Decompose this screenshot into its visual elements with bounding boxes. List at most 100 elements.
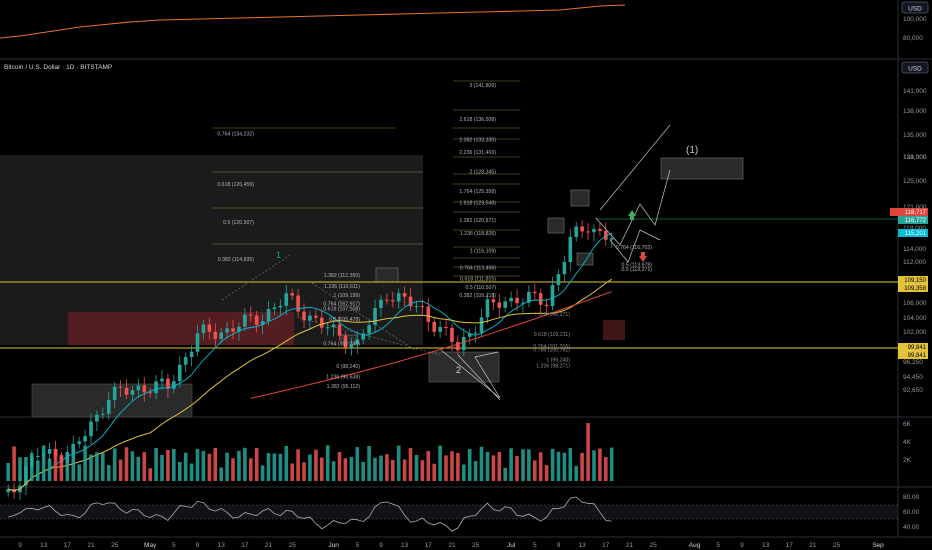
candle-body <box>521 302 525 304</box>
price-currency-box[interactable] <box>901 61 929 74</box>
target-box-wave1[interactable] <box>660 157 744 180</box>
candle-body <box>515 297 519 304</box>
fib-level-label: 0.618 (126,459) <box>217 182 254 188</box>
y-tick: 141,000 <box>903 88 927 95</box>
candle-body <box>497 302 502 308</box>
volume-bar <box>379 455 383 481</box>
volume-bar <box>331 461 336 481</box>
fib-level-label: 0.382 (114,835) <box>218 257 255 263</box>
candle-body <box>231 328 235 332</box>
volume-bar <box>296 449 300 481</box>
small-red-zone[interactable] <box>603 320 625 340</box>
fib-level-label: 0.764 (134,232) <box>217 132 254 138</box>
volume-bar <box>527 449 531 481</box>
x-tick-label: 21 <box>448 542 456 549</box>
volume-bar <box>189 463 194 481</box>
volume-bars <box>6 423 614 481</box>
volume-bar <box>308 454 312 481</box>
volume-bar <box>166 450 170 481</box>
fib-level-label: 1.236 (110,611) <box>324 284 360 290</box>
drawings-background <box>0 155 744 418</box>
candle-body <box>195 333 200 352</box>
arrow-down-icon <box>639 252 647 262</box>
volume-bar <box>355 447 360 481</box>
rsi-tick: 80.00 <box>903 494 920 501</box>
candle-body <box>166 378 170 389</box>
volume-bar <box>538 452 543 481</box>
fib-level-label: 0.764 (101,316) <box>533 344 570 350</box>
small-box-4[interactable] <box>375 267 399 283</box>
candle-body <box>337 324 342 336</box>
x-tick-label: 17 <box>425 542 433 549</box>
fib-level-label: 2.236 (131,403) <box>459 150 496 156</box>
volume-bar <box>604 457 608 481</box>
volume-bar <box>473 461 478 481</box>
candle-body <box>450 327 454 342</box>
candle-body <box>6 489 10 493</box>
candle-body <box>432 321 437 332</box>
price-tag-bg <box>898 216 928 224</box>
projection-lines <box>440 124 671 401</box>
price-tag: 116,772 <box>905 218 927 224</box>
y-tick: 125,000 <box>903 178 927 185</box>
price-tag: 118,717 <box>905 210 927 216</box>
volume-bar <box>568 447 573 481</box>
volume-bar <box>456 453 460 481</box>
y-tick: 114,000 <box>903 246 926 253</box>
candle-body <box>95 414 99 422</box>
volume-bar <box>272 453 277 481</box>
volume-bar <box>467 449 472 481</box>
time-axis[interactable]: 9 13 17 21 25 May 5 9 13 17 21 25 Jun 5 9 13 17 21 25 Jul 5 9… <box>18 542 884 549</box>
fib-left-labels: 0.764 (134,232) 0.618 (126,459) 0.5 (120,5… <box>217 132 254 263</box>
small-box-2[interactable] <box>547 217 565 234</box>
fib-lines <box>212 80 520 277</box>
x-tick-label: 5 <box>355 542 359 549</box>
price-tag: 109,358 <box>904 286 926 292</box>
volume-bar <box>136 456 141 481</box>
candle-body <box>89 421 93 437</box>
arrow-up-icon <box>628 210 636 220</box>
volume-bar <box>77 464 81 481</box>
top-panel: USD 100,000 80,000 <box>0 1 929 42</box>
x-tick-label: Aug <box>689 542 701 549</box>
candle-body <box>479 317 484 333</box>
rsi-panel: 80.00 60.00 40.00 <box>0 494 920 532</box>
fib-level-label: 1.236 (118,826) <box>460 231 497 237</box>
candle-body <box>467 333 472 337</box>
candle-body <box>118 386 123 388</box>
price-axis[interactable]: 141,000 138,000 135,000 131,000 128,000 … <box>903 88 927 394</box>
volume-bar <box>225 452 229 481</box>
supply-zone[interactable] <box>68 312 294 345</box>
volume-bar <box>101 452 105 481</box>
candle-body <box>148 392 152 394</box>
volume-bar <box>314 449 318 481</box>
small-box-1[interactable] <box>570 189 590 207</box>
target-box-wave2[interactable] <box>428 351 500 383</box>
candle-body <box>361 333 365 340</box>
fib-level-label: 1.236 (96,638) <box>326 374 360 380</box>
candle-body <box>491 299 496 303</box>
fib-level-label: 0.764 (101,745) <box>323 341 360 347</box>
small-box-3[interactable] <box>576 252 594 266</box>
candle-body <box>237 326 241 332</box>
fib-level-label: 0.5 (105,478) <box>329 317 360 323</box>
fib-level-label: 3 (141,809) <box>469 83 496 89</box>
candle-body <box>355 339 360 345</box>
volume-bar <box>450 451 454 481</box>
volume-bar <box>24 457 28 481</box>
rsi-tick: 60.00 <box>903 509 920 516</box>
range-box-bottom[interactable] <box>31 383 193 418</box>
fib-level-label: 1 (109,199) <box>333 293 360 299</box>
candle-body <box>396 293 401 302</box>
volume-bar <box>178 462 182 481</box>
x-tick-label: 17 <box>64 542 72 549</box>
volume-bar <box>503 467 507 481</box>
volume-bar <box>290 463 294 481</box>
price-tag: 99,841 <box>908 353 927 359</box>
candle-body <box>592 228 596 233</box>
y-tick: 121,000 <box>903 204 927 211</box>
x-tick-label: 21 <box>265 542 273 549</box>
x-tick-label: 25 <box>649 542 657 549</box>
x-tick-label: 9 <box>18 542 22 549</box>
x-tick-label: 25 <box>111 542 119 549</box>
